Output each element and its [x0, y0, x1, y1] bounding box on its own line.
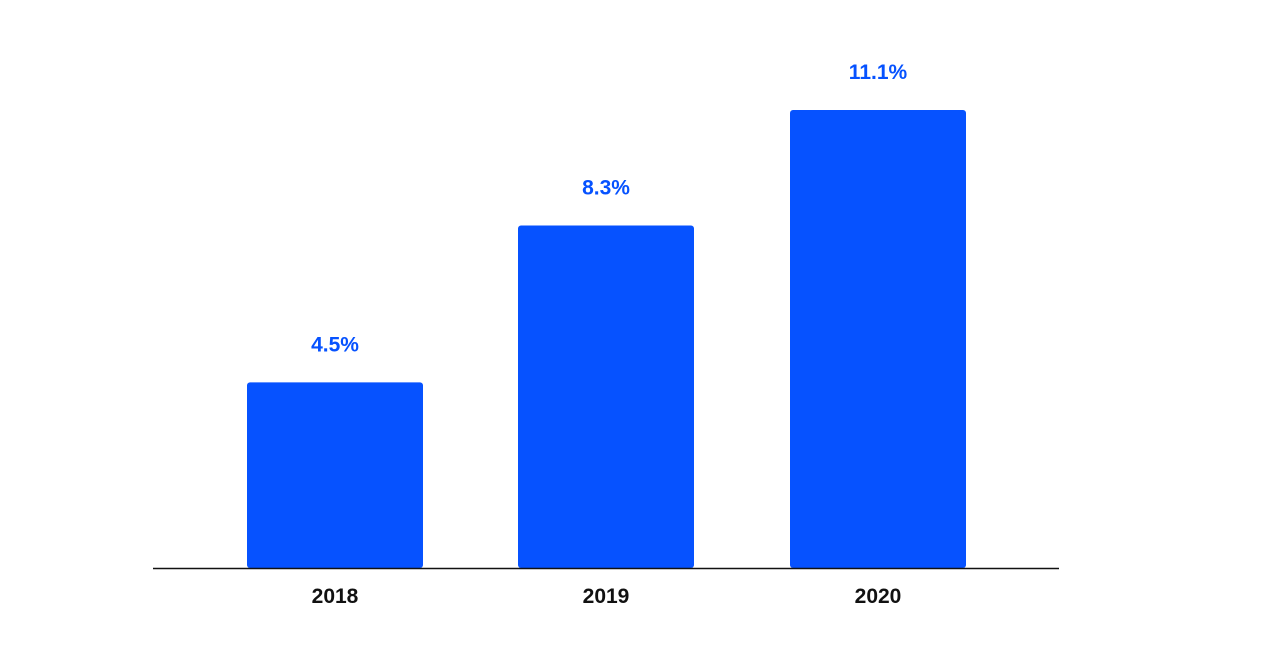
value-label-2020: 11.1%	[849, 61, 908, 84]
value-label-2019: 8.3%	[582, 177, 630, 200]
value-labels-group: 4.5% 8.3% 11.1%	[311, 61, 907, 356]
x-tick-label-2019: 2019	[583, 585, 630, 608]
value-label-2018: 4.5%	[311, 333, 359, 356]
bar-2018	[247, 382, 423, 568]
bar-2020	[790, 110, 966, 568]
bars-group	[247, 110, 966, 568]
x-tick-label-2018: 2018	[312, 585, 359, 608]
bar-2019	[518, 225, 694, 568]
x-tick-label-2020: 2020	[855, 585, 902, 608]
x-tick-labels-group: 2018 2019 2020	[312, 585, 902, 608]
